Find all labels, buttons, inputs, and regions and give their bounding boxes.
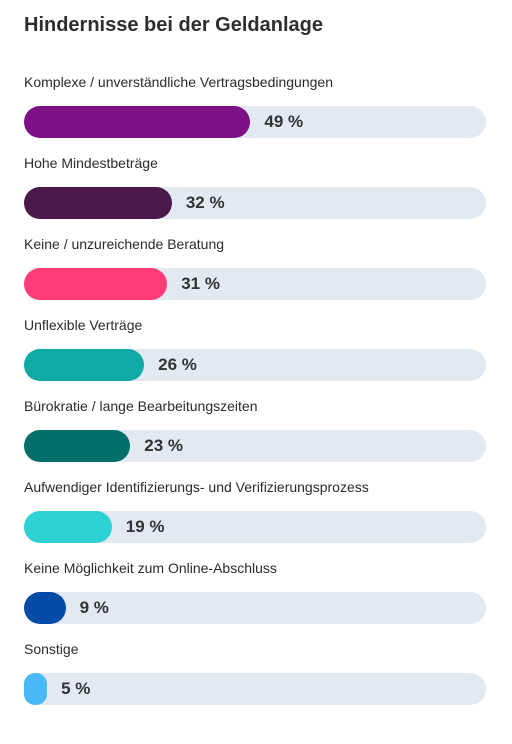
category-label: Bürokratie / lange Bearbeitungszeiten — [24, 398, 258, 414]
bar-track: 26 % — [24, 349, 486, 381]
category-label: Aufwendiger Identifizierungs- und Verifi… — [24, 479, 369, 495]
value-label: 5 % — [61, 679, 91, 698]
bar-track: 49 % — [24, 106, 486, 138]
bar — [24, 673, 48, 705]
value-label: 31 % — [181, 274, 220, 293]
bar-track: 5 % — [24, 673, 486, 705]
bar — [24, 268, 168, 300]
bar-track: 32 % — [24, 187, 486, 219]
bar-row: Komplexe / unverständliche Vertragsbedin… — [24, 72, 486, 138]
bar — [24, 592, 66, 624]
bar — [24, 106, 251, 138]
value-label: 26 % — [158, 355, 197, 374]
value-label: 9 % — [79, 598, 109, 617]
bar-track: 23 % — [24, 430, 486, 462]
bar — [24, 430, 131, 462]
bar-row: Hohe Mindestbeträge 32 % — [24, 153, 486, 219]
bar-track: 31 % — [24, 268, 486, 300]
bar-row: Bürokratie / lange Bearbeitungszeiten 23 … — [24, 396, 486, 462]
category-label: Hohe Mindestbeträge — [24, 155, 158, 171]
category-label: Keine Möglichkeit zum Online-Abschluss — [24, 560, 277, 576]
bar-row: Sonstige 5 % — [24, 639, 486, 705]
chart-title: Hindernisse bei der Geldanlage — [24, 14, 323, 36]
bar — [24, 511, 112, 543]
category-label: Sonstige — [24, 641, 79, 657]
bar-row: Keine / unzureichende Beratung 31 % — [24, 234, 486, 300]
bar-track: 9 % — [24, 592, 486, 624]
bar — [24, 187, 172, 219]
bar-row: Aufwendiger Identifizierungs- und Verifi… — [24, 477, 486, 543]
value-label: 23 % — [144, 436, 183, 455]
category-label: Unflexible Verträge — [24, 317, 143, 333]
bar — [24, 349, 145, 381]
bar-row: Keine Möglichkeit zum Online-Abschluss 9 … — [24, 558, 486, 624]
value-label: 19 % — [125, 517, 165, 536]
bar-track: 19 % — [24, 511, 486, 543]
category-label: Komplexe / unverständliche Vertragsbedin… — [24, 74, 333, 90]
bar-row: Unflexible Verträge 26 % — [24, 315, 486, 381]
value-label: 32 % — [185, 193, 225, 212]
value-label: 49 % — [264, 112, 304, 131]
category-label: Keine / unzureichende Beratung — [24, 236, 225, 252]
